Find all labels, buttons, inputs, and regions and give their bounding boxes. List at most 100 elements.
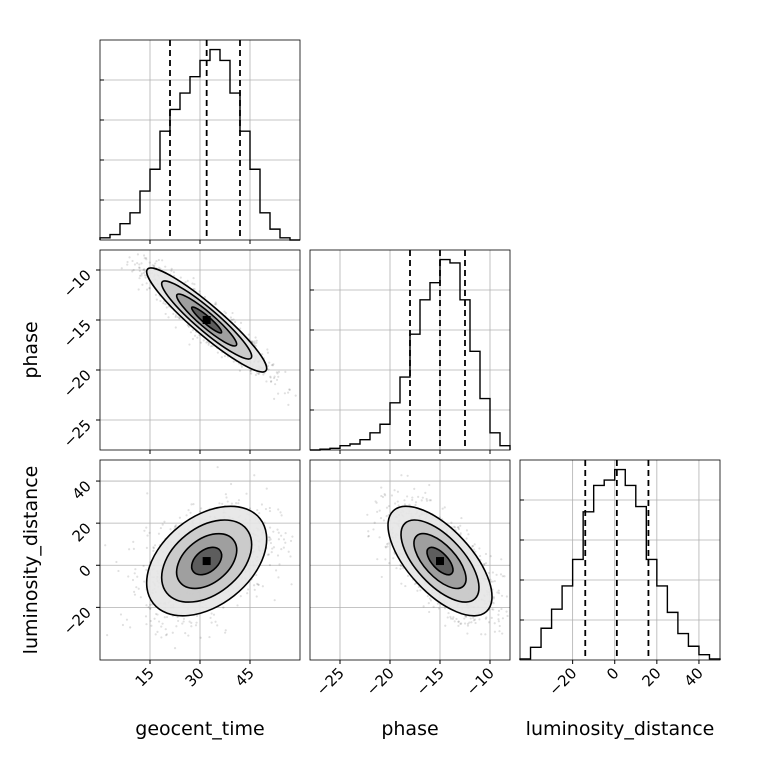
- scatter-point: [443, 506, 446, 509]
- scatter-point: [237, 502, 240, 505]
- scatter-point: [457, 526, 460, 529]
- scatter-point: [455, 617, 458, 621]
- x-tick-label-geocent-time: 15: [132, 664, 158, 690]
- scatter-point: [264, 507, 268, 511]
- scatter-point: [253, 588, 256, 591]
- scatter-point: [254, 373, 257, 377]
- scatter-point: [265, 487, 268, 490]
- scatter-point: [291, 535, 294, 538]
- scatter-point: [223, 354, 226, 358]
- scatter-point: [145, 604, 148, 607]
- scatter-point: [493, 622, 496, 625]
- scatter-point: [472, 616, 475, 620]
- scatter-point: [218, 502, 221, 505]
- y-tick-label-phase: −10: [60, 266, 95, 301]
- scatter-point: [474, 550, 477, 553]
- scatter-point: [142, 268, 145, 272]
- scatter-point: [187, 324, 190, 327]
- scatter-point: [449, 617, 453, 620]
- xlabel-phase: phase: [381, 718, 438, 740]
- scatter-point: [269, 538, 272, 541]
- contour-line: [160, 280, 253, 360]
- scatter-point: [152, 549, 155, 553]
- scatter-point: [149, 619, 152, 623]
- density-peak: [436, 557, 444, 566]
- scatter-point: [294, 394, 297, 397]
- scatter-point: [191, 337, 195, 341]
- scatter-point: [155, 260, 158, 263]
- scatter-point: [422, 605, 425, 608]
- scatter-point: [266, 348, 269, 351]
- scatter-point: [505, 595, 508, 598]
- scatter-point: [390, 494, 394, 497]
- scatter-point: [172, 312, 175, 315]
- scatter-point: [149, 607, 152, 610]
- scatter-point: [164, 265, 167, 268]
- scatter-point: [239, 594, 242, 598]
- scatter-point: [499, 573, 503, 576]
- scatter-point: [399, 564, 403, 568]
- scatter-point: [170, 269, 173, 272]
- y-tick-label-phase: −15: [60, 316, 95, 351]
- scatter-point: [419, 589, 422, 592]
- scatter-point: [188, 620, 191, 623]
- scatter-point: [459, 524, 462, 527]
- scatter-point: [172, 271, 176, 274]
- scatter-point: [290, 583, 293, 586]
- scatter-point: [117, 569, 120, 573]
- scatter-point: [289, 539, 293, 543]
- scatter-point: [484, 552, 488, 556]
- contour-line: [160, 519, 253, 603]
- scatter-point: [246, 592, 249, 595]
- scatter-point: [157, 258, 160, 262]
- scatter-point: [127, 575, 130, 578]
- scatter-point: [489, 578, 492, 581]
- scatter-point: [268, 361, 271, 364]
- scatter-point: [466, 632, 469, 635]
- scatter-point: [224, 631, 227, 634]
- scatter-point: [249, 369, 252, 373]
- scatter-point: [457, 620, 460, 623]
- scatter-point: [272, 376, 276, 380]
- scatter-point: [384, 494, 387, 497]
- scatter-point: [184, 632, 187, 635]
- scatter-point: [164, 634, 168, 637]
- scatter-point: [501, 632, 504, 635]
- scatter-point: [501, 617, 505, 620]
- scatter-point: [169, 528, 172, 531]
- scatter-point: [408, 503, 411, 506]
- scatter-point: [384, 546, 388, 549]
- scatter-point: [230, 318, 233, 321]
- scatter-point: [385, 515, 388, 518]
- y-tick-label-luminosity-distance: 20: [69, 519, 95, 545]
- panel-frame: [309, 459, 511, 661]
- scatter-point: [300, 388, 302, 390]
- scatter-point: [411, 498, 414, 502]
- scatter-point: [288, 388, 292, 391]
- scatter-point: [417, 495, 420, 499]
- scatter-point: [157, 620, 161, 623]
- scatter-point: [253, 474, 256, 477]
- scatter-point: [414, 503, 417, 507]
- scatter-point: [425, 499, 429, 502]
- scatter-point: [116, 243, 118, 245]
- scatter-point: [404, 584, 407, 588]
- scatter-point: [212, 613, 216, 616]
- scatter-point: [456, 526, 460, 529]
- scatter-point: [279, 511, 282, 514]
- scatter-point: [492, 602, 495, 605]
- scatter-point: [134, 568, 137, 571]
- scatter-point: [467, 533, 470, 536]
- scatter-point: [465, 615, 468, 618]
- scatter-point: [500, 594, 504, 597]
- scatter-point: [399, 563, 402, 567]
- scatter-point: [268, 526, 272, 529]
- scatter-point: [420, 499, 423, 502]
- y-tick-label-phase: −25: [60, 416, 95, 451]
- scatter-point: [392, 557, 395, 560]
- scatter-point: [472, 619, 476, 622]
- scatter-point: [269, 375, 272, 378]
- scatter-point: [277, 538, 281, 541]
- scatter-point: [178, 516, 182, 519]
- scatter-point: [216, 466, 219, 469]
